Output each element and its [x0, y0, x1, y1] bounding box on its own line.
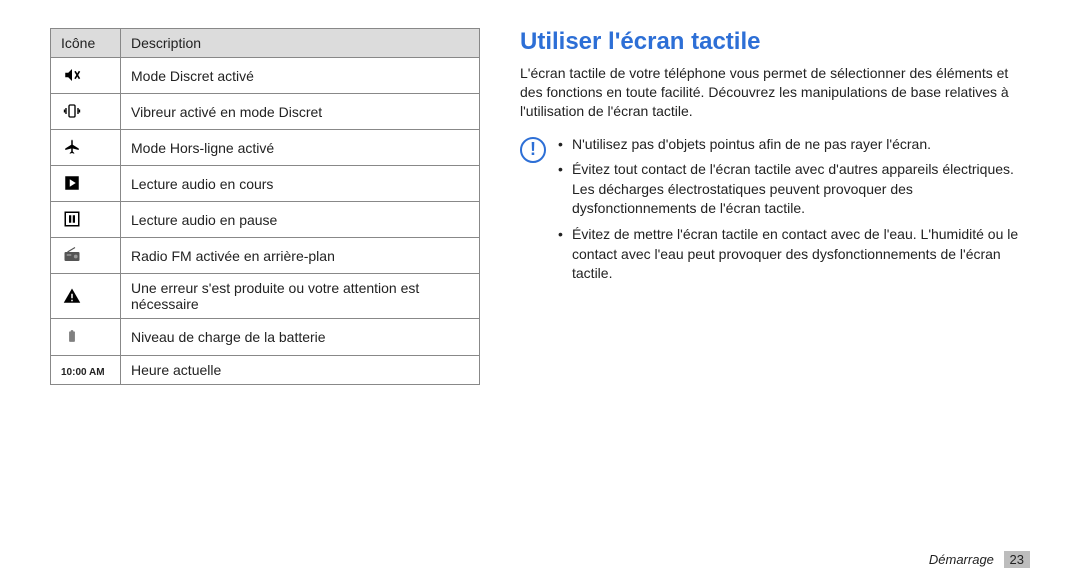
table-row: Mode Hors-ligne activé	[51, 130, 480, 166]
radio-icon	[61, 244, 83, 266]
table-cell-desc: Une erreur s'est produite ou votre atten…	[121, 274, 480, 319]
left-column: Icône Description Mode Discret activé Vi…	[50, 28, 480, 385]
footer-label: Démarrage	[929, 552, 994, 567]
table-header-desc: Description	[121, 29, 480, 58]
section-title: Utiliser l'écran tactile	[520, 28, 1020, 56]
right-column: Utiliser l'écran tactile L'écran tactile…	[520, 28, 1020, 385]
pause-icon	[61, 208, 83, 230]
mute-icon	[61, 64, 83, 86]
table-row: Une erreur s'est produite ou votre atten…	[51, 274, 480, 319]
section-intro: L'écran tactile de votre téléphone vous …	[520, 64, 1020, 121]
table-cell-desc: Niveau de charge de la batterie	[121, 319, 480, 356]
play-icon	[61, 172, 83, 194]
note-block: ! N'utilisez pas d'objets pointus afin d…	[520, 135, 1020, 290]
warning-icon	[61, 285, 83, 307]
table-cell-desc: Heure actuelle	[121, 356, 480, 385]
table-cell-desc: Lecture audio en cours	[121, 166, 480, 202]
table-body: Mode Discret activé Vibreur activé en mo…	[51, 58, 480, 385]
bullet-list: N'utilisez pas d'objets pointus afin de …	[558, 135, 1020, 290]
battery-icon	[61, 325, 83, 347]
list-item: Évitez tout contact de l'écran tactile a…	[558, 160, 1020, 219]
info-icon: !	[520, 137, 546, 163]
table-row: 10:00 AM Heure actuelle	[51, 356, 480, 385]
table-row: Mode Discret activé	[51, 58, 480, 94]
list-item: N'utilisez pas d'objets pointus afin de …	[558, 135, 1020, 155]
page-content: Icône Description Mode Discret activé Vi…	[0, 0, 1080, 385]
table-header-icon: Icône	[51, 29, 121, 58]
table-row: Radio FM activée en arrière-plan	[51, 238, 480, 274]
icon-table: Icône Description Mode Discret activé Vi…	[50, 28, 480, 385]
page-number: 23	[1004, 551, 1030, 568]
clock-time-icon: 10:00 AM	[61, 367, 105, 378]
vibrate-icon	[61, 100, 83, 122]
table-row: Niveau de charge de la batterie	[51, 319, 480, 356]
table-row: Lecture audio en cours	[51, 166, 480, 202]
table-cell-desc: Vibreur activé en mode Discret	[121, 94, 480, 130]
list-item: Évitez de mettre l'écran tactile en cont…	[558, 225, 1020, 284]
table-cell-desc: Lecture audio en pause	[121, 202, 480, 238]
table-row: Vibreur activé en mode Discret	[51, 94, 480, 130]
table-cell-desc: Mode Hors-ligne activé	[121, 130, 480, 166]
airplane-icon	[61, 136, 83, 158]
table-cell-desc: Radio FM activée en arrière-plan	[121, 238, 480, 274]
table-row: Lecture audio en pause	[51, 202, 480, 238]
page-footer: Démarrage 23	[929, 551, 1030, 568]
table-cell-desc: Mode Discret activé	[121, 58, 480, 94]
